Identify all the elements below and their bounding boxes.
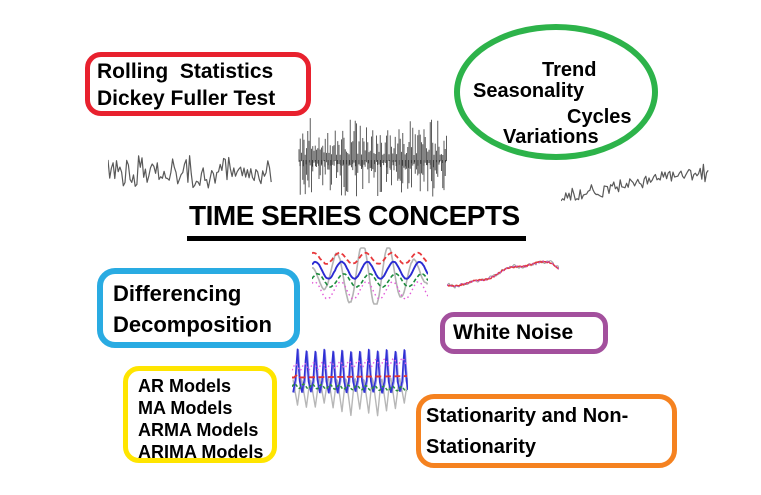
dickey-fuller-label: Dickey Fuller Test: [97, 87, 276, 110]
white-noise-dense-sparkline: [298, 118, 447, 197]
stationarity-line1-label: Stationarity and Non-: [426, 405, 629, 427]
models-box: AR Models MA Models ARMA Models ARIMA Mo…: [123, 366, 277, 463]
arima-models-label: ARIMA Models: [138, 442, 264, 462]
rolling-mean-trend-sparkline: [447, 260, 559, 289]
ar-models-label: AR Models: [138, 376, 232, 396]
stationarity-line2-label: Stationarity: [426, 436, 537, 458]
seasonal-decomposition-sparkline: [312, 247, 428, 305]
differencing-box: Differencing Decomposition: [97, 268, 300, 348]
stationary-noise-sparkline: [108, 155, 272, 189]
differencing-label: Differencing: [113, 281, 242, 306]
decomposition-label: Decomposition: [113, 312, 272, 337]
stationarity-box: Stationarity and Non- Stationarity: [416, 394, 677, 468]
variations-label: Variations: [503, 126, 599, 148]
seasonality-label: Seasonality: [473, 80, 585, 102]
ma-models-label: MA Models: [138, 398, 233, 418]
white-noise-box: White Noise: [440, 312, 608, 354]
arma-models-label: ARMA Models: [138, 420, 259, 440]
seasonal-spikes-sparkline: [292, 348, 408, 417]
white-noise-label: White Noise: [453, 321, 574, 344]
upward-trend-noise-sparkline: [561, 163, 709, 202]
components-oval: Trend Seasonality Cycles Variations: [454, 24, 658, 160]
rolling-statistics-box: Rolling Statistics Dickey Fuller Test: [85, 52, 311, 116]
rolling-statistics-label: Rolling Statistics: [97, 60, 274, 83]
trend-label: Trend: [542, 59, 597, 81]
page-title: TIME SERIES CONCEPTS: [187, 200, 526, 241]
cycles-label: Cycles: [567, 106, 632, 128]
